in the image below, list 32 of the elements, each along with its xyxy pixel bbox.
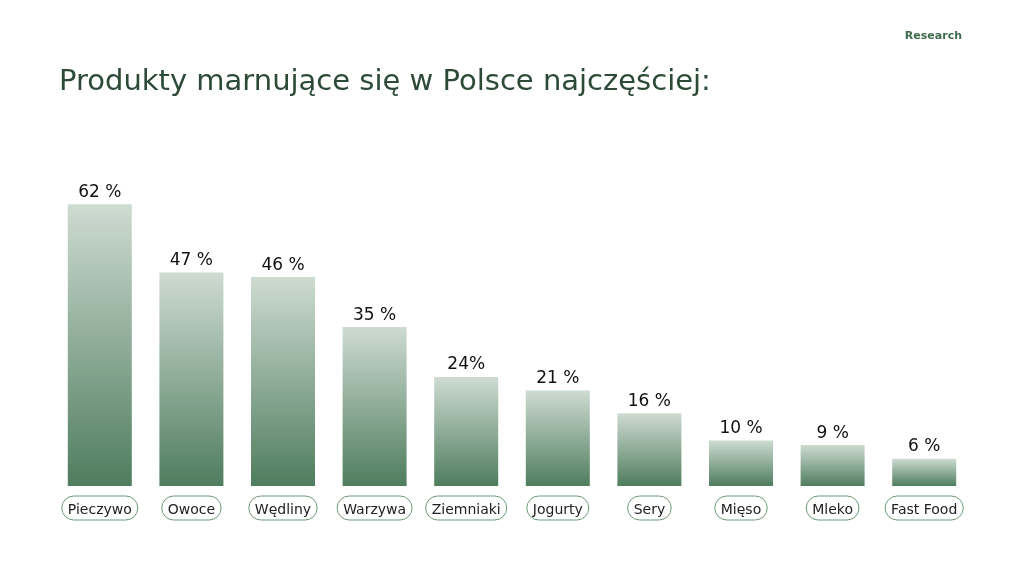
bar	[159, 272, 224, 486]
data-label: 62 %	[78, 180, 122, 201]
bar	[342, 327, 407, 486]
data-label: 35 %	[353, 303, 397, 324]
data-label: 46 %	[261, 253, 305, 274]
chart-title: Produkty marnujące się w Polsce najczęściej:	[59, 62, 711, 97]
bar	[617, 413, 682, 486]
x-tick-label: Wędliny	[254, 501, 312, 517]
x-tick-label: Fast Food	[891, 501, 958, 517]
data-label: 21 %	[536, 367, 580, 388]
x-tick-label: Pieczywo	[67, 501, 132, 517]
x-tick-label: Owoce	[167, 501, 216, 517]
x-tick-label: Sery	[633, 501, 666, 517]
bar	[800, 445, 865, 486]
data-label: 47 %	[169, 248, 213, 269]
bar	[67, 204, 132, 486]
data-label: 6 %	[908, 435, 941, 456]
bar	[251, 277, 315, 486]
data-label: 24%	[447, 353, 486, 374]
bar	[434, 376, 499, 486]
data-label: 10 %	[719, 417, 763, 438]
x-tick-label: Jogurty	[531, 501, 583, 517]
x-tick-label: Mleko	[812, 501, 853, 517]
x-tick-label: Mięso	[720, 501, 762, 517]
x-tick-label: Warzywa	[343, 501, 407, 517]
bar	[709, 440, 773, 486]
data-label: 16 %	[627, 389, 671, 410]
bar	[892, 458, 957, 486]
bar	[525, 390, 590, 486]
text: Research	[904, 29, 962, 42]
data-label: 9 %	[816, 421, 849, 442]
x-tick-label: Ziemniaki	[431, 501, 501, 517]
